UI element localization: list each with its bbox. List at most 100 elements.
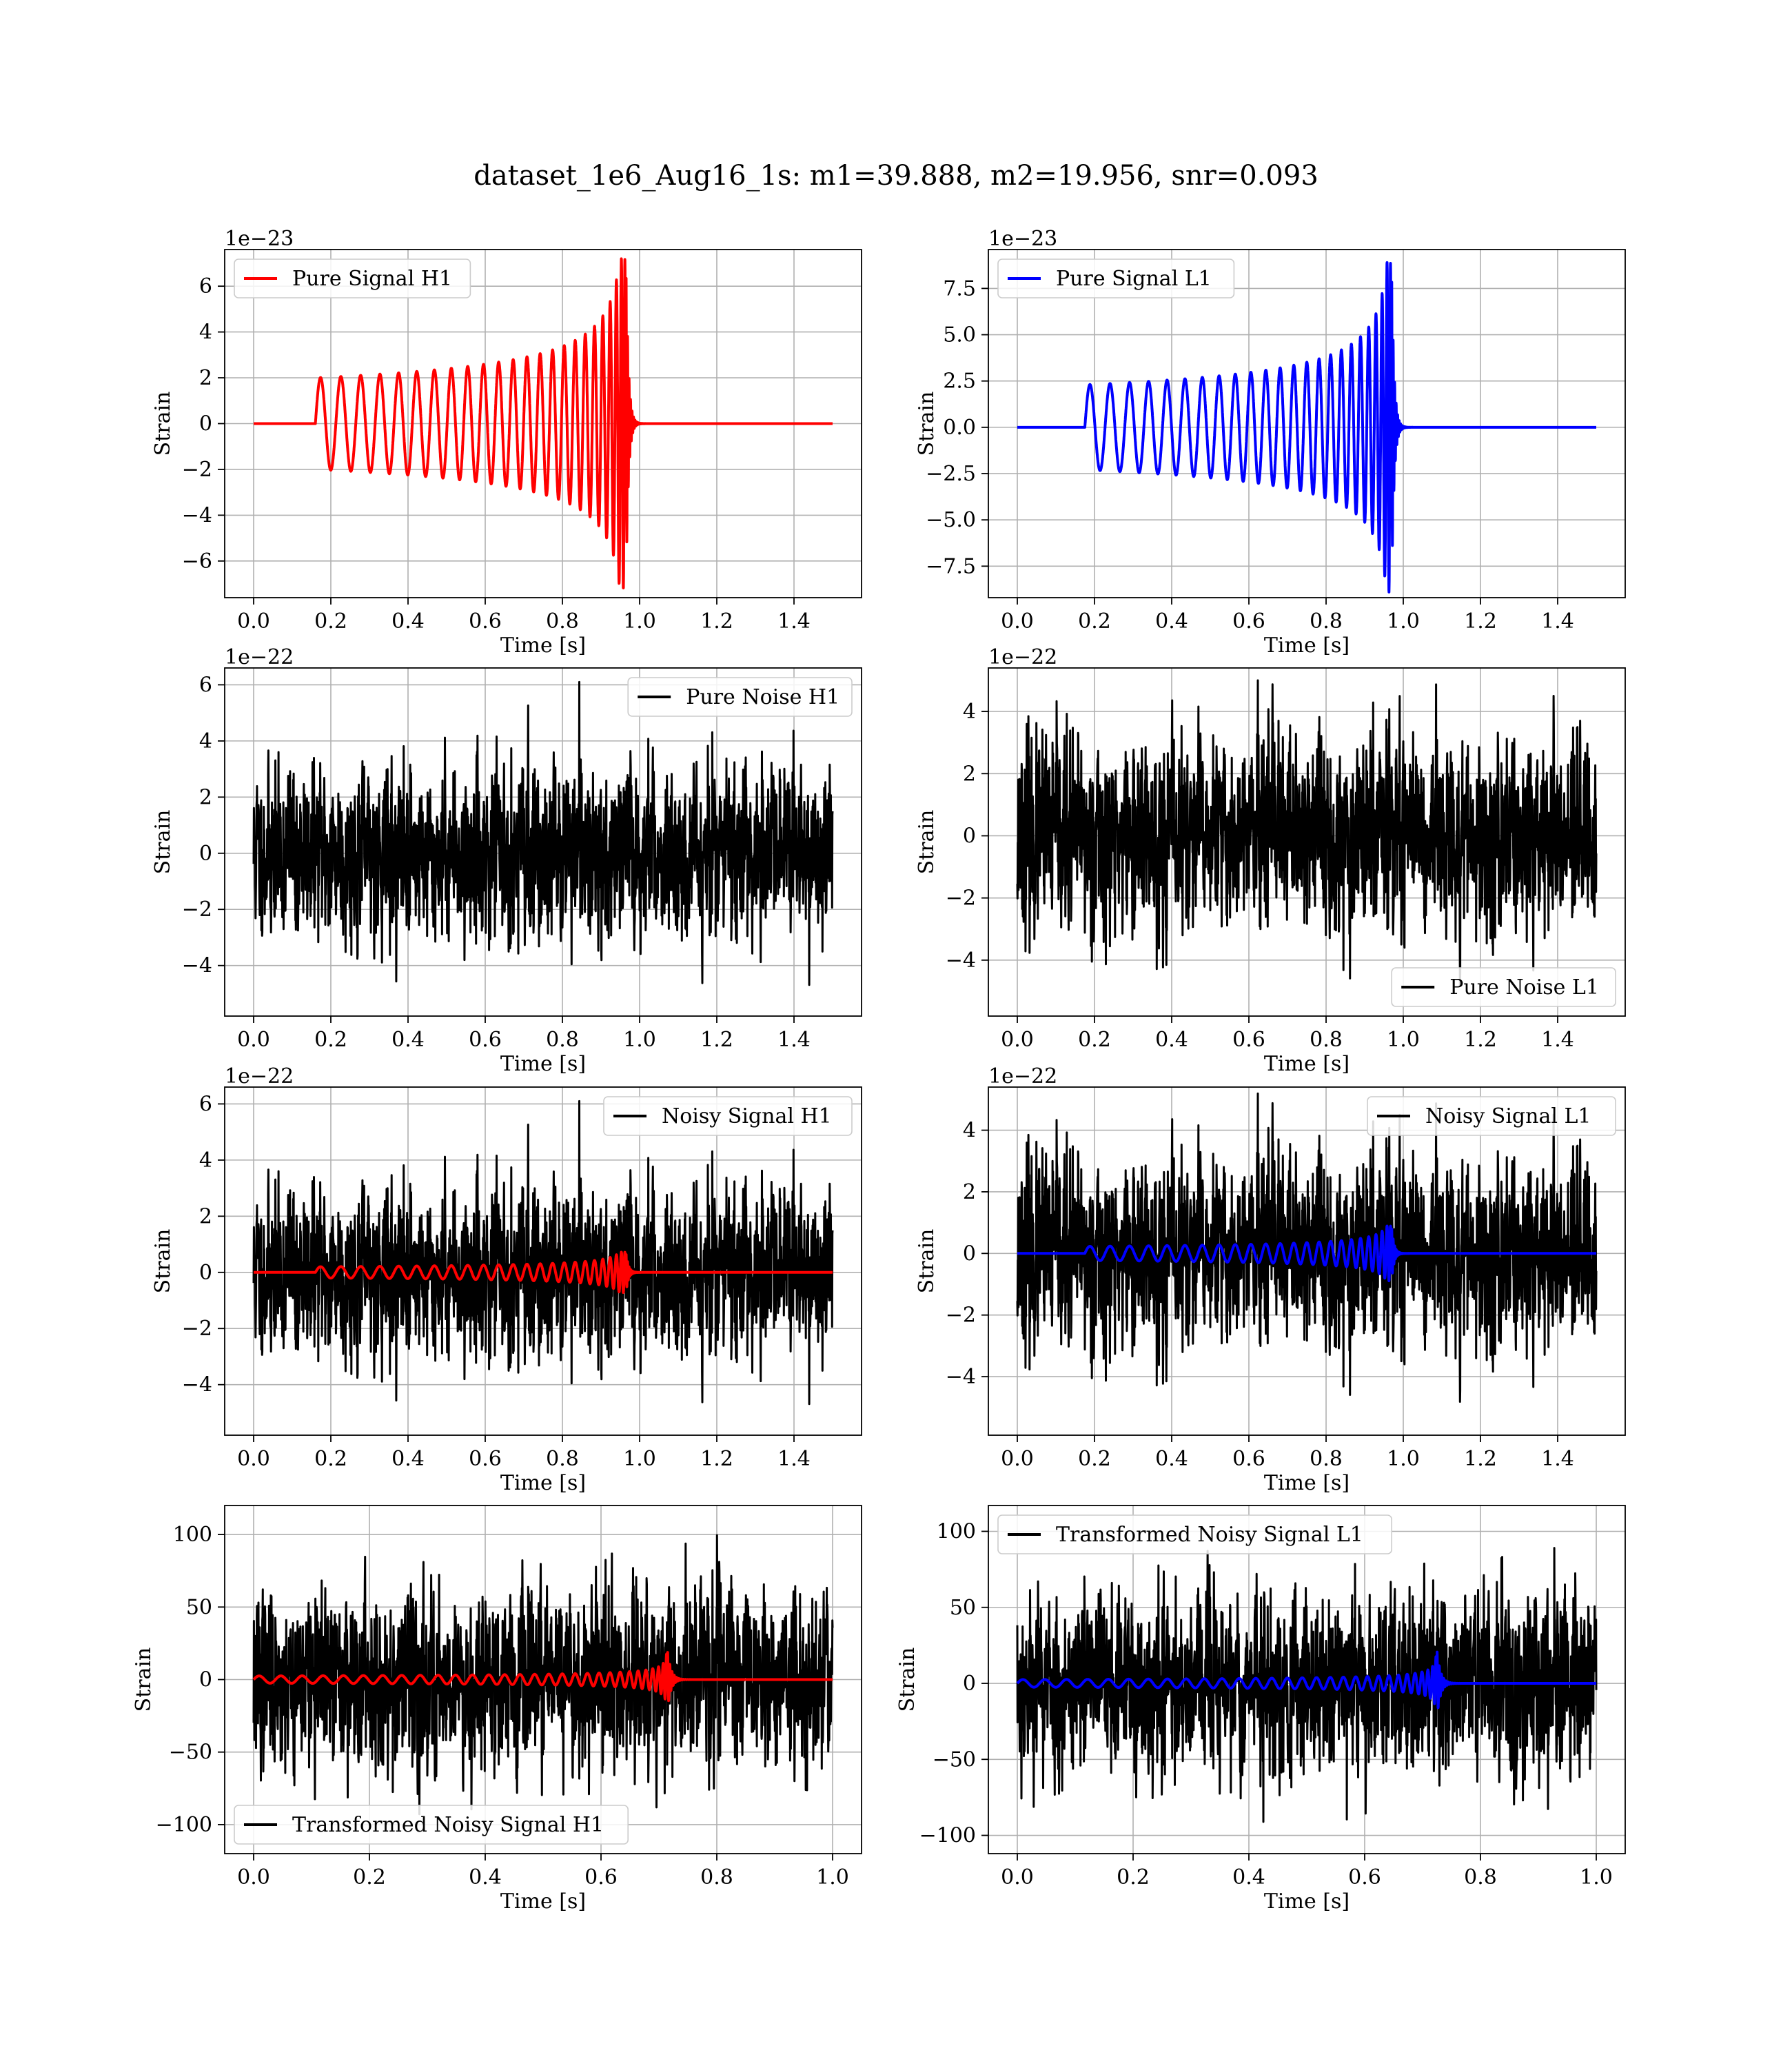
axes-frame — [224, 1086, 862, 1436]
y-tick-label: 2 — [199, 785, 212, 809]
offset-text: 1e−23 — [225, 227, 294, 251]
x-tick-label: 0.4 — [391, 1447, 425, 1471]
legend-box — [234, 1805, 629, 1845]
legend-label: Pure Signal H1 — [292, 267, 452, 291]
y-tick-label: 0 — [963, 824, 976, 848]
x-tick-label: 0.8 — [546, 1028, 579, 1052]
x-tick-label: 1.2 — [700, 1028, 733, 1052]
legend: Pure Noise H1 — [627, 677, 853, 717]
x-tick-label: 0.2 — [1078, 1028, 1111, 1052]
legend-box — [997, 1514, 1393, 1554]
x-tick-label: 0.8 — [546, 609, 579, 633]
x-tick-label: 1.0 — [816, 1865, 849, 1889]
x-tick-label: 1.2 — [1464, 1028, 1497, 1052]
x-tick-label: 0.8 — [700, 1865, 733, 1889]
x-tick-label: 1.4 — [777, 609, 811, 633]
y-tick-label: 0 — [199, 1668, 212, 1692]
legend: Pure Signal H1 — [234, 258, 471, 298]
y-tick-label: −2 — [182, 898, 212, 922]
subplot-grid: 0.0 0.2 0.4 0.6 0.8 1.0 1.2 1.4 −6 −4 −2 0 2 4 6 Time [… — [132, 227, 1626, 1914]
subplot-pure-noise-h1: 0.0 0.2 0.4 0.6 0.8 1.0 1.2 1.4 −4 −2 0 2 4 6 Time [s]… — [151, 645, 862, 1076]
x-tick-label: 1.0 — [623, 1447, 656, 1471]
x-tick-label: 0.2 — [314, 609, 347, 633]
y-tick-label: −7.5 — [926, 554, 976, 578]
series-group — [252, 257, 834, 589]
series-line-pure-signal-h1 — [252, 257, 834, 589]
x-tick-label: 1.2 — [1464, 609, 1497, 633]
x-tick-label: 0.8 — [546, 1447, 579, 1471]
x-tick-label: 0.6 — [1232, 1447, 1265, 1471]
x-tick-label: 0.4 — [1155, 609, 1188, 633]
y-tick-label: 6 — [199, 274, 212, 298]
series-line-chirp-overlay — [252, 1651, 834, 1703]
y-tick-label: 4 — [199, 1148, 212, 1173]
y-tick-label: 4 — [199, 729, 212, 753]
offset-text: 1e−23 — [988, 227, 1057, 251]
x-axis-label: Time [s] — [1264, 1471, 1350, 1495]
y-tick-label: 6 — [199, 673, 212, 697]
legend: Noisy Signal L1 — [1367, 1096, 1616, 1136]
x-tick-label: 0.8 — [1310, 1447, 1343, 1471]
y-tick-label: 2 — [199, 366, 212, 390]
series-line-noisy-signal-l1 — [1016, 1092, 1598, 1403]
x-tick-label: 1.4 — [777, 1447, 811, 1471]
x-tick-label: 0.2 — [1078, 1447, 1111, 1471]
y-axis-label: Strain — [151, 1229, 175, 1294]
series-line-transformed-noisy-signal-h1 — [252, 1534, 834, 1816]
x-tick-label: 0.4 — [469, 1865, 502, 1889]
subplot-pure-signal-h1: 0.0 0.2 0.4 0.6 0.8 1.0 1.2 1.4 −6 −4 −2 0 2 4 6 Time [… — [151, 227, 862, 658]
y-tick-label: 2 — [199, 1204, 212, 1228]
x-tick-label: 0.2 — [314, 1447, 347, 1471]
series-line-transformed-noisy-signal-l1 — [1016, 1547, 1598, 1823]
legend: Transformed Noisy Signal H1 — [234, 1805, 629, 1845]
x-tick-label: 1.0 — [1387, 609, 1420, 633]
y-tick-label: 4 — [963, 700, 976, 724]
series-group — [1016, 1092, 1598, 1403]
figure-title: dataset_1e6_Aug16_1s: m1=39.888, m2=19.9… — [474, 160, 1318, 192]
x-tick-label: 0.0 — [237, 1865, 270, 1889]
x-tick-label: 0.8 — [1464, 1865, 1497, 1889]
x-tick-label: 1.0 — [1387, 1028, 1420, 1052]
x-tick-label: 1.4 — [777, 1028, 811, 1052]
subplot-pure-signal-l1: 0.0 0.2 0.4 0.6 0.8 1.0 1.2 1.4 −7.5 −5.0 −2.5 0.0 2… — [915, 227, 1626, 658]
y-tick-label: −2 — [182, 458, 212, 482]
axes-frame — [988, 1505, 1626, 1854]
y-tick-label: −2 — [182, 1317, 212, 1341]
legend: Transformed Noisy Signal L1 — [997, 1514, 1393, 1554]
x-axis-label: Time [s] — [500, 1471, 586, 1495]
y-axis-label: Strain — [915, 810, 939, 875]
x-tick-label: 0.6 — [469, 1028, 502, 1052]
legend: Pure Signal L1 — [997, 258, 1235, 298]
grid — [225, 250, 862, 598]
y-tick-label: 4 — [963, 1119, 976, 1143]
series-line-chirp-overlay — [1016, 1224, 1598, 1283]
x-tick-label: 1.2 — [700, 609, 733, 633]
x-tick-label: 0.2 — [1117, 1865, 1150, 1889]
x-tick-label: 0.2 — [353, 1865, 386, 1889]
x-tick-label: 0.0 — [237, 609, 270, 633]
legend-label: Transformed Noisy Signal L1 — [1056, 1523, 1363, 1547]
x-tick-label: 0.4 — [1232, 1865, 1265, 1889]
series-line-chirp-overlay — [1016, 1650, 1598, 1710]
y-tick-label: −4 — [182, 954, 212, 978]
series-line-pure-signal-l1 — [1016, 261, 1598, 594]
series-group — [1016, 1547, 1598, 1823]
x-axis-label: Time [s] — [1264, 633, 1350, 658]
offset-text: 1e−22 — [988, 645, 1057, 669]
y-tick-label: 0.0 — [943, 416, 976, 440]
x-tick-label: 0.6 — [1348, 1865, 1381, 1889]
x-tick-label: 0.8 — [1310, 1028, 1343, 1052]
series-line-chirp-overlay — [252, 1250, 834, 1294]
y-tick-label: −6 — [182, 549, 212, 574]
legend: Pure Noise L1 — [1391, 967, 1616, 1007]
y-tick-label: 2 — [963, 762, 976, 786]
x-tick-label: 0.4 — [1155, 1447, 1188, 1471]
legend-box — [997, 258, 1235, 298]
axes-frame — [988, 667, 1626, 1017]
x-axis-label: Time [s] — [1264, 1052, 1350, 1076]
y-tick-label: −50 — [933, 1747, 976, 1772]
x-tick-label: 1.0 — [1580, 1865, 1613, 1889]
legend-label: Pure Noise L1 — [1449, 975, 1599, 1000]
axes-frame — [988, 1086, 1626, 1436]
y-tick-label: 2.5 — [943, 369, 976, 394]
